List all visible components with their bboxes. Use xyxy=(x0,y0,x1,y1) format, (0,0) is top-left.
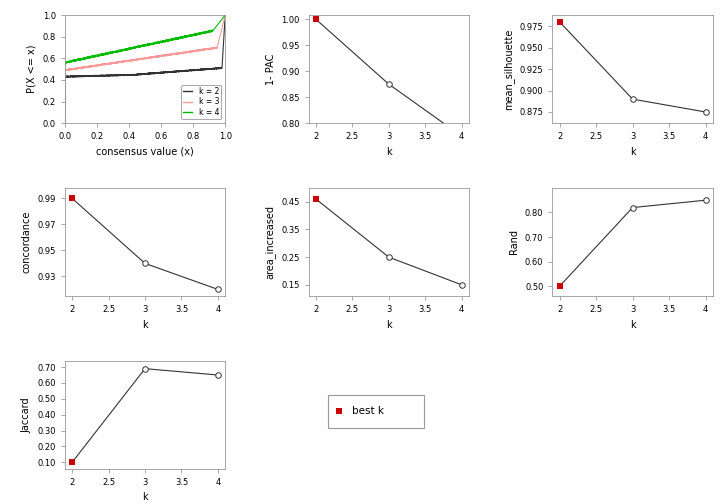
Y-axis label: Rand: Rand xyxy=(509,229,519,255)
X-axis label: k: k xyxy=(386,320,392,330)
Y-axis label: Jaccard: Jaccard xyxy=(22,397,32,432)
Y-axis label: 1- PAC: 1- PAC xyxy=(266,53,276,85)
X-axis label: k: k xyxy=(386,147,392,157)
Y-axis label: P(X <= x): P(X <= x) xyxy=(27,45,37,93)
X-axis label: k: k xyxy=(142,320,148,330)
X-axis label: k: k xyxy=(630,147,636,157)
Text: best k: best k xyxy=(352,407,384,416)
Y-axis label: concordance: concordance xyxy=(22,211,32,273)
Y-axis label: mean_silhouette: mean_silhouette xyxy=(503,28,514,110)
Y-axis label: area_increased: area_increased xyxy=(265,205,276,279)
X-axis label: k: k xyxy=(630,320,636,330)
Legend: k = 2, k = 3, k = 4: k = 2, k = 3, k = 4 xyxy=(181,85,221,119)
X-axis label: consensus value (x): consensus value (x) xyxy=(96,147,194,157)
X-axis label: k: k xyxy=(142,492,148,502)
